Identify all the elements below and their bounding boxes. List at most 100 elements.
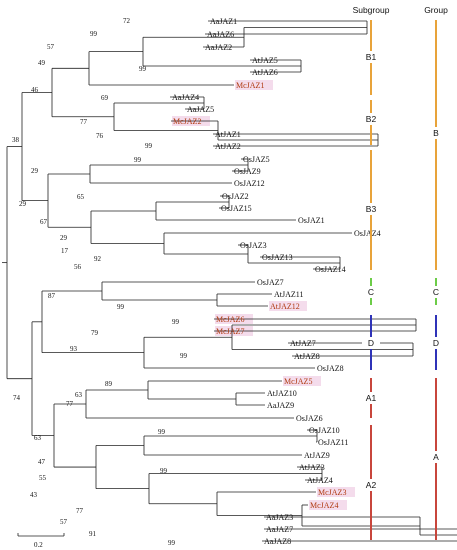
bootstrap-value: 74 [13,394,21,402]
leaf-highlight-box [269,301,307,311]
bootstrap-value: 93 [70,345,78,353]
leaf-highlight-box [317,487,355,497]
subgroup-label-C: C [368,287,374,297]
bootstrap-value: 55 [39,474,47,482]
bootstrap-value: 77 [80,118,88,126]
leaf-label: AaJAZ3 [266,513,293,522]
subgroup-label-A1: A1 [366,393,377,403]
bootstrap-value: 91 [89,530,97,538]
bootstrap-value: 99 [160,467,168,475]
subgroup-label-B3: B3 [366,204,377,214]
leaf-label: AaJAZ1 [210,17,237,26]
leaf-label: AtJAZ10 [267,389,297,398]
leaf-label: AaJAZ6 [207,30,234,39]
leaf-label: AtJAZ6 [252,68,278,77]
leaf-label: AaJAZ2 [205,43,232,52]
bootstrap-values: 72 99 57 99 49 46 69 77 76 99 38 99 29 29 65 67 29 17 92 56… [12,17,188,547]
leaf-highlight-box [309,500,347,510]
leaf-highlight-box [235,80,273,90]
leaf-label: AtJAZ1 [215,130,241,139]
bootstrap-value: 46 [31,86,39,94]
bootstrap-value: 99 [168,539,176,547]
leaf-label: McJAZ7 [216,327,244,336]
subgroup-label-A2-bg [362,479,380,491]
group-label-B: B [433,128,439,138]
leaf-label: OsJAZ5 [243,155,270,164]
subgroup-label-B3-bg [362,203,380,215]
leaf-label: AaJAZ8 [264,537,291,546]
leaf-label: McJAZ2 [173,117,201,126]
leaf-label: OsJAZ1 [298,216,325,225]
leaf-label: AaJAZ4 [172,93,199,102]
leaf-label: OsJAZ4 [354,229,381,238]
bootstrap-value: 99 [90,30,98,38]
leaf-label: OsJAZ9 [234,167,261,176]
bootstrap-value: 63 [75,391,83,399]
leaf-label: OsJAZ6 [296,414,323,423]
bootstrap-value: 57 [47,43,55,51]
subgroup-label-B1: B1 [366,52,377,62]
subgroup-label-A1-bg [362,392,380,404]
bootstrap-value: 17 [61,247,69,255]
bootstrap-value: 99 [139,65,147,73]
leaf-highlight-box [283,376,321,386]
leaf-label: OsJAZ10 [309,426,340,435]
subgroup-label-A2: A2 [366,480,377,490]
bootstrap-value: 65 [77,193,85,201]
bootstrap-value: 29 [31,167,39,175]
bootstrap-value: 69 [101,94,109,102]
bootstrap-value: 29 [19,200,27,208]
subgroup-label-B1-bg [362,51,380,63]
subgroup-label-B2-bg [362,113,380,125]
bootstrap-value: 92 [94,255,102,263]
subgroup-label-C-bg [362,286,380,298]
leaf-label: OsJAZ15 [221,204,252,213]
bootstrap-value: 79 [91,329,99,337]
leaf-label: AtJAZ2 [215,142,241,151]
leaf-label: AtJAZ3 [299,463,325,472]
leaf-label: McJAZ1 [236,81,264,90]
bootstrap-value: 38 [12,136,20,144]
subgroup-label-D: D [368,338,374,348]
group-label-D-bg [427,337,445,349]
group-label-C: C [433,287,439,297]
bootstrap-value: 89 [105,380,113,388]
leaf-label: OsJAZ14 [315,265,346,274]
leaf-label: McJAZ5 [284,377,312,386]
bootstrap-value: 77 [66,400,74,408]
group-label-D: D [433,338,439,348]
bootstrap-value: 72 [123,17,131,25]
leaf-label: OsJAZ13 [262,253,293,262]
scale-label: 0.2 [34,541,43,549]
leaf-label: OsJAZ7 [257,278,284,287]
group-header: Group [424,5,448,15]
bootstrap-value: 99 [158,428,166,436]
bootstrap-value: 99 [145,142,153,150]
bootstrap-value: 87 [48,292,56,300]
leaf-label: OsJAZ8 [317,364,344,373]
bootstrap-value: 99 [180,352,188,360]
bootstrap-value: 43 [30,491,38,499]
bootstrap-value: 49 [38,59,46,67]
bootstrap-value: 99 [172,318,180,326]
subgroup-header: Subgroup [353,5,390,15]
leaf-label: AtJAZ5 [252,56,278,65]
bootstrap-value: 57 [60,518,68,526]
leaf-label: AtJAZ11 [274,290,303,299]
bootstrap-value: 99 [134,156,142,164]
leaf-label: OsJAZ3 [240,241,267,250]
bootstrap-value: 99 [117,303,125,311]
leaf-label: AtJAZ8 [294,352,320,361]
leaf-label: McJAZ3 [318,488,346,497]
leaf-label: OsJAZ12 [234,179,265,188]
group-label-B-bg [427,127,445,139]
subgroup-label-D-bg [362,337,380,349]
group-label-C-bg [427,286,445,298]
bootstrap-value: 76 [96,132,104,140]
bootstrap-value: 77 [76,507,84,515]
leaf-label: OsJAZ2 [222,192,249,201]
bootstrap-value: 56 [74,263,82,271]
group-label-A: A [433,452,439,462]
